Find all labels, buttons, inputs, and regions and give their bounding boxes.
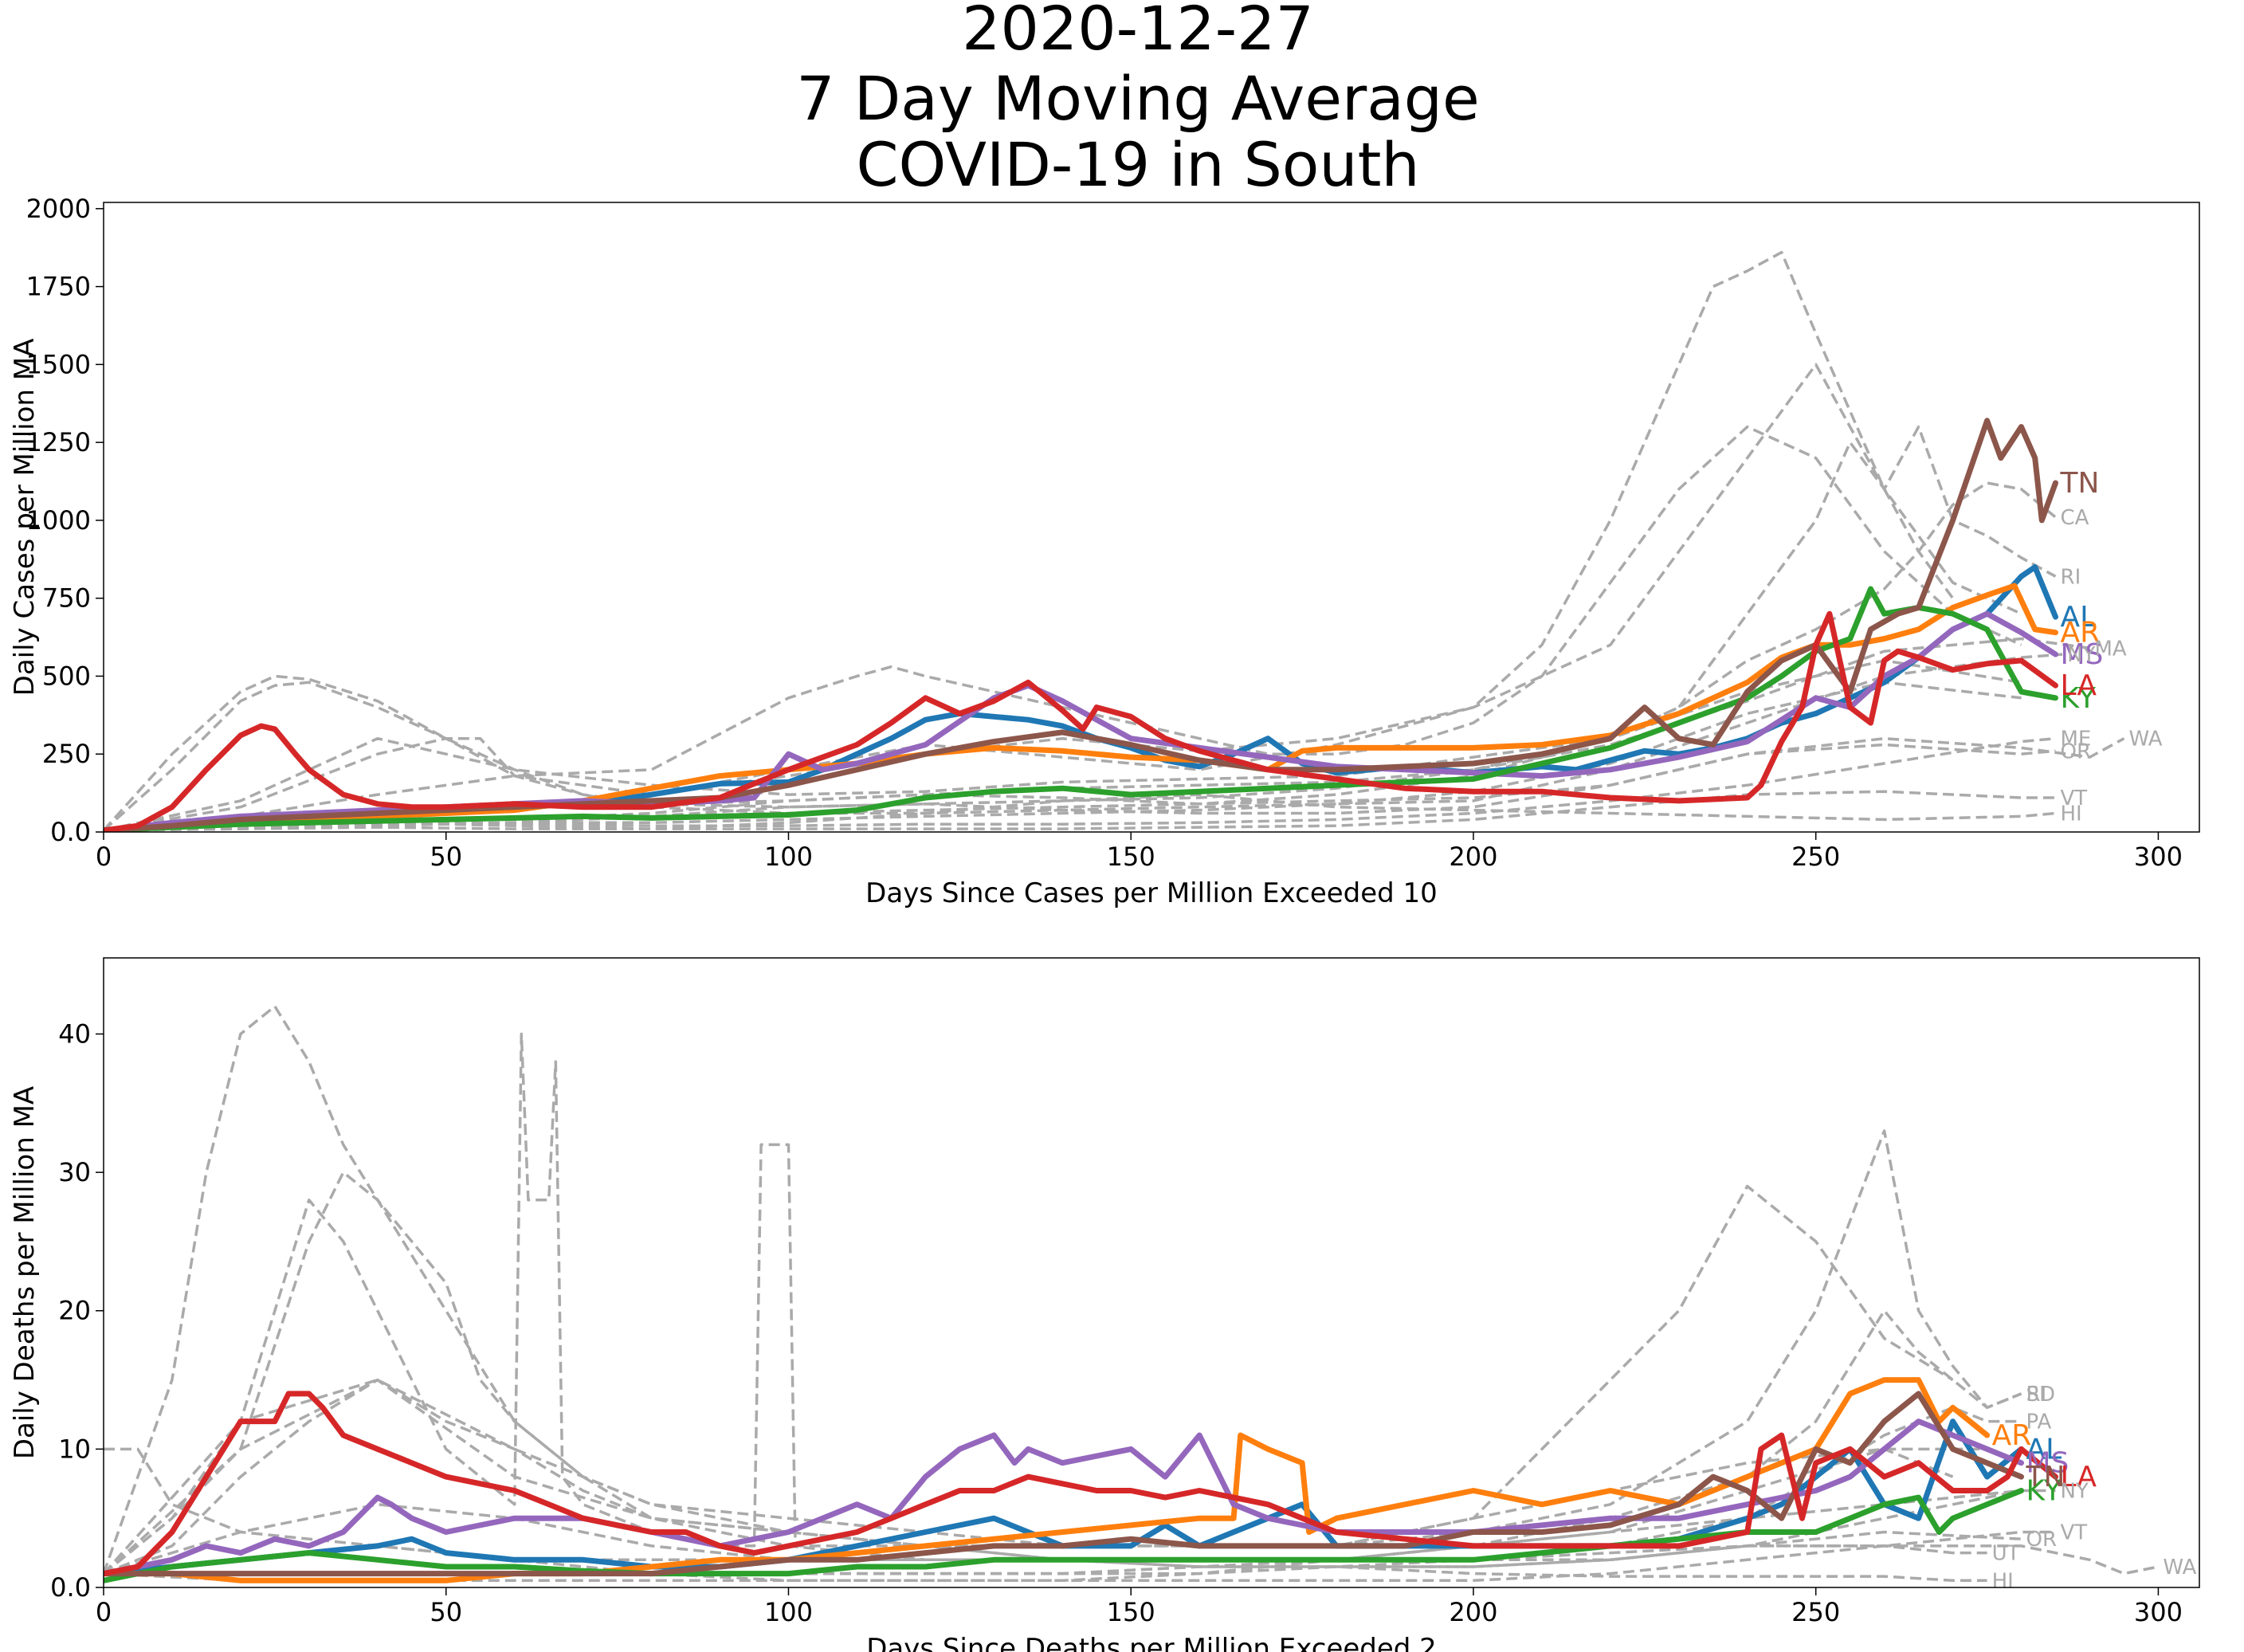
series-label-me: ME xyxy=(2061,728,2092,751)
series-line-or xyxy=(104,1530,2022,1575)
series-label-ms: MS xyxy=(2026,1447,2069,1480)
series-label-tn: TN xyxy=(2060,467,2100,500)
series-line-unlabeled xyxy=(104,363,2022,832)
series-label-pa: PA xyxy=(2026,1411,2052,1434)
x-tick-label: 150 xyxy=(1107,1597,1155,1627)
x-axis-label: Days Since Deaths per Million Exceeded 2 xyxy=(866,1633,1437,1652)
x-axis-label: Days Since Cases per Million Exceeded 10 xyxy=(865,877,1438,909)
x-tick-label: 250 xyxy=(1791,842,1840,872)
series-line-hi xyxy=(104,793,2056,832)
series-line-al xyxy=(104,564,2058,832)
series-label-ky: KY xyxy=(2026,1475,2062,1508)
x-tick-label: 50 xyxy=(430,842,462,872)
x-tick-label: 50 xyxy=(430,1597,462,1627)
y-tick-label: 250 xyxy=(42,739,91,769)
series-label-ny: NY xyxy=(2067,643,2095,667)
y-tick-label: 30 xyxy=(58,1157,91,1187)
plot-frame xyxy=(103,202,2200,833)
y-tick-label: 40 xyxy=(58,1018,91,1049)
y-axis-label: Daily Cases per Million MA xyxy=(9,339,41,697)
series-label-la: LA xyxy=(2061,669,2097,702)
y-tick-label: 1500 xyxy=(26,349,91,379)
x-tick-label: 0 xyxy=(96,842,112,872)
series-label-ar: AR xyxy=(1992,1419,2032,1452)
x-tick-label: 150 xyxy=(1107,842,1155,872)
y-tick-label: 750 xyxy=(42,583,91,614)
series-label-hi: HI xyxy=(2061,802,2082,826)
series-line-la xyxy=(104,1391,2058,1577)
series-line-unlabeled xyxy=(104,1171,1954,1575)
x-tick-label: 300 xyxy=(2134,842,2183,872)
series-line-unlabeled xyxy=(104,1032,1954,1575)
series-line-unlabeled xyxy=(104,250,1955,832)
series-label-or: OR xyxy=(2026,1528,2058,1552)
series-label-ms: MS xyxy=(2061,638,2104,671)
series-label-wa: WA xyxy=(2163,1556,2196,1579)
series-line-ky xyxy=(104,1488,2024,1583)
series-label-ut: UT xyxy=(1992,1542,2020,1566)
series-line-la xyxy=(104,610,2058,832)
series-label-ky: KY xyxy=(2061,682,2097,715)
x-tick-label: 100 xyxy=(764,1597,813,1627)
series-label-ri: RI xyxy=(2061,565,2081,589)
x-tick-label: 100 xyxy=(764,842,813,872)
series-label-ar: AR xyxy=(2061,617,2101,649)
series-label-ri: RI xyxy=(2026,1383,2047,1407)
series-label-ca: CA xyxy=(2061,506,2089,530)
x-tick-label: 250 xyxy=(1791,1597,1840,1627)
series-label-wa: WA xyxy=(2129,728,2163,751)
y-tick-label: 20 xyxy=(58,1296,91,1326)
chart-title-date: 2020-12-27 xyxy=(962,0,1314,64)
x-tick-label: 300 xyxy=(2134,1597,2183,1627)
y-axis-label: Daily Deaths per Million MA xyxy=(9,1086,41,1459)
y-tick-label: 0.0 xyxy=(50,1572,91,1603)
y-tick-label: 0.0 xyxy=(50,817,91,847)
series-label-al: AL xyxy=(2061,601,2097,634)
series-line-unlabeled xyxy=(104,425,2022,832)
series-line-ms xyxy=(104,1419,2024,1577)
plot-frame xyxy=(103,957,2200,1588)
series-line-ky xyxy=(104,586,2058,832)
x-tick-label: 200 xyxy=(1449,1597,1497,1627)
series-label-vt: VT xyxy=(2061,1521,2088,1545)
series-label-hi: HI xyxy=(1992,1569,2014,1593)
x-tick-label: 0 xyxy=(96,1597,112,1627)
series-lines xyxy=(104,1005,2159,1583)
x-tick-label: 200 xyxy=(1449,842,1497,872)
series-label-al: AL xyxy=(2026,1433,2062,1466)
y-tick-label: 1000 xyxy=(26,505,91,536)
series-label-ny: NY xyxy=(2061,1480,2089,1504)
y-tick-label: 1250 xyxy=(26,427,91,457)
series-label-or: OR xyxy=(2061,740,2092,763)
series-line-al xyxy=(104,1419,2024,1577)
y-tick-label: 10 xyxy=(58,1434,91,1464)
series-lines xyxy=(104,250,2125,832)
series-line-unlabeled xyxy=(104,681,2022,832)
series-label-la: LA xyxy=(2061,1461,2097,1493)
series-line-ri xyxy=(104,425,2057,832)
series-line-tn xyxy=(104,418,2058,832)
y-tick-label: 1750 xyxy=(26,272,91,302)
y-tick-label: 500 xyxy=(42,661,91,691)
y-tick-label: 2000 xyxy=(26,194,91,224)
series-line-ma xyxy=(104,637,2090,832)
chart-title-main: 7 Day Moving Average xyxy=(796,63,1480,134)
series-label-tn: TN xyxy=(2026,1461,2066,1493)
series-label-vt: VT xyxy=(2061,787,2088,810)
series-label-ma: MA xyxy=(2095,637,2127,661)
chart-title-region: COVID-19 in South xyxy=(856,129,1419,200)
series-label-sd: SD xyxy=(2026,1383,2056,1407)
